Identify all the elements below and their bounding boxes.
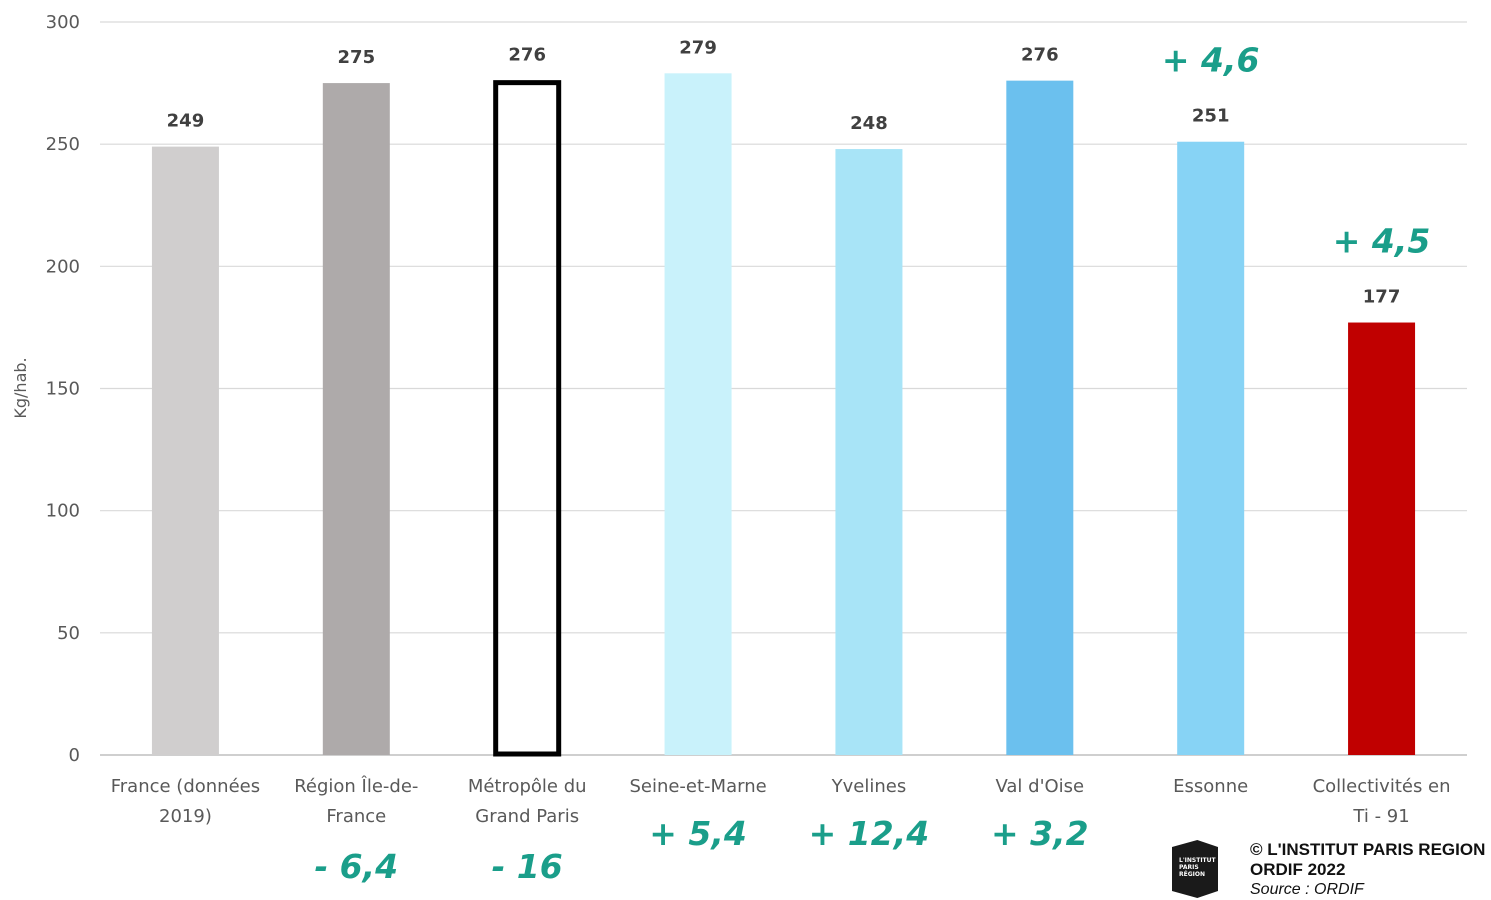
category-label: Ti - 91 xyxy=(1352,806,1409,827)
value-labels: 249 275 276 279 248 276 251 177 xyxy=(167,37,1401,307)
change-annotation: + 3,2 xyxy=(991,814,1089,853)
bar xyxy=(151,146,219,756)
change-annotations: - 6,4 - 16 + 5,4 + 12,4 + 3,2 + 4,6 + 4,5 xyxy=(314,41,1430,886)
category-label: 2019) xyxy=(159,806,212,827)
source-line: Source : ORDIF xyxy=(1250,881,1364,898)
y-tick-label: 0 xyxy=(69,745,80,766)
category-label: Seine-et-Marne xyxy=(629,776,766,797)
credit-block: L'INSTITUT PARIS RÉGION © L'INSTITUT PAR… xyxy=(1168,838,1491,900)
change-annotation: + 4,5 xyxy=(1333,222,1431,261)
ordif-line: ORDIF 2022 xyxy=(1250,860,1346,879)
value-label: 276 xyxy=(1021,45,1059,66)
gridlines xyxy=(100,21,1467,756)
bar xyxy=(322,83,390,756)
value-label: 279 xyxy=(679,37,717,58)
change-annotation: + 4,6 xyxy=(1162,41,1260,80)
value-label: 251 xyxy=(1192,106,1230,127)
logo-text: L'INSTITUT PARIS RÉGION xyxy=(1179,857,1216,878)
bars xyxy=(151,73,1416,757)
y-tick-label: 300 xyxy=(46,12,80,33)
y-tick-label: 100 xyxy=(46,501,80,522)
change-annotation: - 16 xyxy=(492,847,563,886)
y-tick-label: 150 xyxy=(46,379,80,400)
bar xyxy=(835,149,903,755)
bar xyxy=(664,73,732,755)
copyright-line: © L'INSTITUT PARIS REGION xyxy=(1250,840,1486,859)
change-annotation: - 6,4 xyxy=(314,847,398,886)
category-label: Essonne xyxy=(1173,776,1248,797)
category-label: France (données xyxy=(111,776,260,797)
y-tick-label: 200 xyxy=(46,256,80,277)
value-label: 249 xyxy=(167,111,205,132)
category-label: Yvelines xyxy=(831,776,907,797)
value-label: 276 xyxy=(508,45,546,66)
category-label: France xyxy=(326,806,386,827)
value-label: 275 xyxy=(338,47,376,68)
change-annotation: + 12,4 xyxy=(809,814,930,853)
y-axis-label: Kg/hab. xyxy=(11,357,30,418)
y-tick-label: 250 xyxy=(46,134,80,155)
category-label: Grand Paris xyxy=(475,806,579,827)
bar xyxy=(493,80,562,757)
change-annotation: + 5,4 xyxy=(649,814,747,853)
category-label: Région Île-de- xyxy=(294,775,418,797)
category-labels: France (données 2019) Région Île-de- France… xyxy=(111,775,1451,827)
institut-paris-region-logo-icon: L'INSTITUT PARIS RÉGION xyxy=(1172,840,1218,898)
bar xyxy=(1177,141,1245,755)
category-label: Val d'Oise xyxy=(995,776,1084,797)
bar xyxy=(1348,322,1416,755)
category-label: Collectivités en xyxy=(1313,776,1451,797)
value-label: 177 xyxy=(1363,287,1401,308)
category-label: Métropôle du xyxy=(468,776,587,797)
y-tick-label: 50 xyxy=(57,623,80,644)
bar xyxy=(1006,80,1074,755)
value-label: 248 xyxy=(850,113,888,134)
y-axis-ticks: 0 50 100 150 200 250 300 xyxy=(46,12,80,766)
